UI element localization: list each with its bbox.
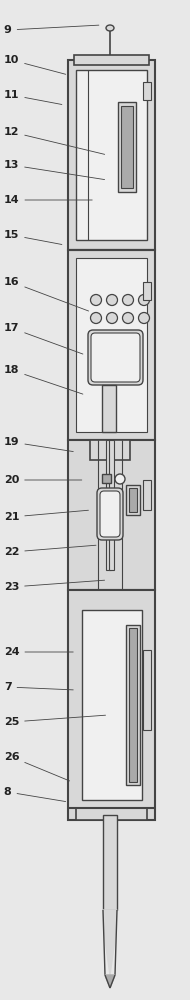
Text: 22: 22 <box>4 545 96 557</box>
FancyBboxPatch shape <box>88 330 143 385</box>
Ellipse shape <box>106 25 114 31</box>
Bar <box>68 440 155 590</box>
Text: 21: 21 <box>4 510 88 522</box>
Bar <box>76 70 147 240</box>
Bar <box>68 590 155 820</box>
Circle shape <box>115 474 125 484</box>
Circle shape <box>123 312 134 324</box>
Text: 15: 15 <box>4 230 62 244</box>
Polygon shape <box>105 975 115 988</box>
Text: 24: 24 <box>4 647 73 657</box>
Circle shape <box>139 312 150 324</box>
Text: 11: 11 <box>4 90 62 104</box>
Bar <box>143 650 151 730</box>
Bar <box>68 250 155 440</box>
Bar <box>129 628 137 782</box>
Polygon shape <box>103 910 117 975</box>
Bar <box>76 258 147 432</box>
Bar <box>129 488 137 512</box>
Circle shape <box>139 294 150 306</box>
Bar <box>82 610 142 800</box>
Text: 26: 26 <box>4 752 70 781</box>
Text: 16: 16 <box>4 277 89 311</box>
Text: 8: 8 <box>4 787 66 802</box>
Text: 14: 14 <box>4 195 92 205</box>
FancyBboxPatch shape <box>100 491 120 537</box>
Text: 23: 23 <box>4 580 104 592</box>
Text: 10: 10 <box>4 55 66 74</box>
Bar <box>106 440 111 570</box>
FancyBboxPatch shape <box>91 333 140 382</box>
Bar <box>90 440 130 460</box>
Bar <box>103 815 117 910</box>
Text: 25: 25 <box>4 715 105 727</box>
Text: 19: 19 <box>4 437 73 452</box>
Bar <box>143 480 151 510</box>
Circle shape <box>123 294 134 306</box>
Circle shape <box>107 312 117 324</box>
FancyBboxPatch shape <box>97 488 123 540</box>
Text: 7: 7 <box>4 682 73 692</box>
Circle shape <box>107 294 117 306</box>
Bar <box>126 485 140 515</box>
Circle shape <box>90 294 101 306</box>
Text: 18: 18 <box>4 365 83 394</box>
Bar <box>121 106 133 188</box>
Bar <box>68 60 155 250</box>
Bar <box>102 385 116 432</box>
Bar <box>102 474 111 483</box>
Text: 12: 12 <box>4 127 105 154</box>
Text: 17: 17 <box>4 323 83 354</box>
Text: 9: 9 <box>4 25 99 35</box>
Circle shape <box>90 312 101 324</box>
Bar <box>118 102 136 192</box>
Bar <box>109 440 114 570</box>
Text: 13: 13 <box>4 160 105 180</box>
Bar <box>143 82 151 100</box>
Bar <box>74 55 149 65</box>
Bar <box>76 808 147 820</box>
Bar <box>126 625 140 785</box>
Bar <box>143 282 151 300</box>
Text: 20: 20 <box>4 475 82 485</box>
